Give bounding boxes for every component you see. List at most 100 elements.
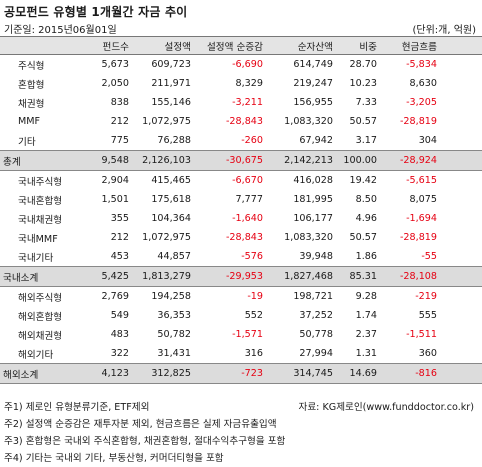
spacer-cell [440,287,482,307]
fund-count-cell: 212 [110,232,129,243]
net-assets-cell: 39,948 [299,251,333,262]
setup-change-cell: -576 [241,251,263,262]
table-row: 채권형 838 155,146 -3,211 156,955 7.33 -3,205 [0,93,482,112]
cashflow-cell: 8,075 [409,194,437,205]
net-assets-cell: 37,252 [299,310,333,321]
footnote: 주2) 설정액 순증감은 재투자분 제외, 현금흐름은 실제 자금유출입액 [4,416,480,433]
spacer-cell [440,209,482,228]
table-row: 국내채권형 355 104,364 -1,640 106,177 4.96 -1,694 [0,209,482,228]
setup-amount-cell: 155,146 [151,97,191,108]
cashflow-cell: -5,615 [406,175,437,186]
spacer-cell [440,150,482,171]
net-assets-cell: 181,995 [293,194,333,205]
net-assets-cell: 50,778 [299,329,333,340]
table-row: 해외채권형 483 50,782 -1,571 50,778 2.37 -1,511 [0,325,482,344]
spacer-cell [440,93,482,112]
page-title: 공모펀드 유형별 1개월간 자금 추이 [4,5,188,19]
table-row: 해외주식형 2,769 194,258 -19 198,721 9.28 -219 [0,287,482,307]
spacer-cell [440,55,482,75]
cashflow-cell: -5,834 [406,59,437,70]
row-label: 국내주식형 [18,176,63,188]
fund-count-cell: 9,548 [84,150,132,171]
fund-count-cell: 2,050 [101,78,129,89]
unit-label: (단위:개, 억원) [412,25,476,36]
setup-change-cell: -28,843 [225,116,263,127]
setup-change-cell: -1,640 [232,213,263,224]
subheader: 기준일: 2015년06월01일 (단위:개, 억원) [0,21,482,36]
table-row: 해외혼합형 549 36,353 552 37,252 1.74 555 [0,306,482,325]
share-cell: 7.33 [355,97,377,108]
net-assets-cell: 1,827,468 [266,266,336,287]
net-assets-cell: 156,955 [293,97,333,108]
fund-count-cell: 322 [110,348,129,359]
share-cell: 50.57 [349,232,377,243]
setup-amount-cell: 1,072,975 [142,116,191,127]
setup-amount-cell: 44,857 [157,251,191,262]
share-cell: 1.74 [355,310,377,321]
row-label: 국내혼합형 [18,195,63,207]
share-cell: 9.28 [355,291,377,302]
footnote-text: 주1) 제로인 유형분류기준, ETF제외 [4,402,150,413]
net-assets-cell: 219,247 [293,78,333,89]
setup-change-cell: 8,329 [235,78,263,89]
header-spacer [440,36,482,55]
table-row: 국내혼합형 1,501 175,618 7,777 181,995 8.50 8,075 [0,190,482,209]
net-assets-cell: 614,749 [293,59,333,70]
spacer-cell [440,112,482,131]
fund-count-cell: 5,673 [101,59,129,70]
footnote-text: 주4) 기타는 국내외 기타, 부동산형, 커머더티형을 포함 [4,453,224,464]
header-setup-change: 설정액 순증감 [194,36,266,55]
row-label: 기타 [18,136,36,148]
table-header-row: 펀드수 설정액 설정액 순증감 순자산액 비중 현금흐름 [0,36,482,55]
setup-change-cell: -6,670 [232,175,263,186]
row-label: 해외채권형 [18,330,63,342]
table-total-row: 총계 9,548 2,126,103 -30,675 2,142,213 100.00 -2… [0,150,482,171]
row-label: MMF [18,116,41,127]
setup-amount-cell: 2,126,103 [132,150,194,171]
spacer-cell [440,171,482,191]
setup-change-cell: -30,675 [194,150,266,171]
table-total-row: 국내소계 5,425 1,813,279 -29,953 1,827,468 85.31-… [0,266,482,287]
cashflow-cell: -219 [415,291,437,302]
cashflow-cell: -55 [421,251,437,262]
header-cashflow: 현금흐름 [380,36,440,55]
setup-change-cell: -3,211 [232,97,263,108]
cashflow-cell: 8,630 [409,78,437,89]
row-label: 국내채권형 [18,214,63,226]
cashflow-cell: -28,924 [380,150,440,171]
cashflow-cell: 555 [418,310,437,321]
table-row: MMF 212 1,072,975 -28,843 1,083,320 50.57 -28,… [0,112,482,131]
spacer-cell [440,306,482,325]
setup-amount-cell: 1,813,279 [132,266,194,287]
setup-change-cell: -1,571 [232,329,263,340]
fund-count-cell: 549 [110,310,129,321]
footnote: 주1) 제로인 유형분류기준, ETF제외 자료: KG제로인(www.fund… [4,399,480,416]
fund-count-cell: 1,501 [101,194,129,205]
setup-amount-cell: 175,618 [151,194,191,205]
setup-amount-cell: 211,971 [151,78,191,89]
share-cell: 100.00 [336,150,380,171]
setup-amount-cell: 312,825 [132,363,194,384]
table-row: 혼합형 2,050 211,971 8,329 219,247 10.23 8,630 [0,74,482,93]
fund-count-cell: 483 [110,329,129,340]
fund-count-cell: 453 [110,251,129,262]
row-label: 총계 [0,150,84,171]
row-label: 국내소계 [0,266,84,287]
setup-change-cell: -260 [241,135,263,146]
spacer-cell [440,190,482,209]
cashflow-cell: -28,819 [399,116,437,127]
share-cell: 85.31 [336,266,380,287]
header-category [0,36,84,55]
fund-count-cell: 2,769 [101,291,129,302]
setup-change-cell: 552 [244,310,263,321]
setup-amount-cell: 1,072,975 [142,232,191,243]
share-cell: 19.42 [349,175,377,186]
fund-count-cell: 838 [110,97,129,108]
row-label: 해외주식형 [18,292,63,304]
net-assets-cell: 314,745 [266,363,336,384]
table-row: 국내기타 453 44,857 -576 39,948 1.86 -55 [0,247,482,267]
share-cell: 10.23 [349,78,377,89]
footnotes: 주1) 제로인 유형분류기준, ETF제외 자료: KG제로인(www.fund… [4,399,480,467]
spacer-cell [440,325,482,344]
cashflow-cell: -1,511 [406,329,437,340]
